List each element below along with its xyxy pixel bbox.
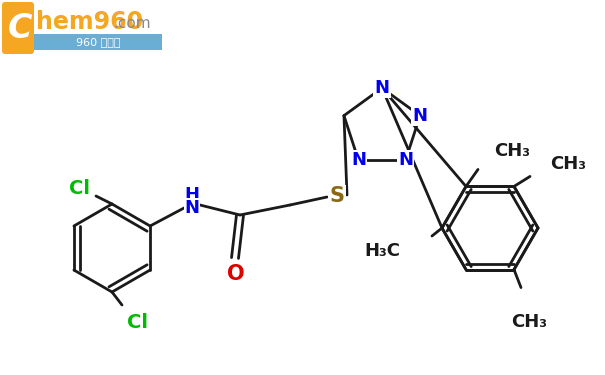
Text: N: N (398, 152, 413, 170)
Text: CH₃: CH₃ (550, 155, 586, 173)
Text: CH₃: CH₃ (511, 313, 547, 331)
Text: N: N (351, 152, 366, 170)
Text: Cl: Cl (126, 312, 148, 332)
Text: N: N (185, 199, 200, 217)
Text: O: O (227, 264, 245, 284)
Text: N: N (413, 106, 428, 124)
Text: CH₃: CH₃ (494, 142, 530, 160)
FancyBboxPatch shape (4, 4, 166, 56)
FancyBboxPatch shape (34, 34, 162, 50)
Text: S: S (330, 186, 344, 206)
Text: N: N (374, 79, 390, 97)
Text: .com: .com (113, 15, 151, 30)
Text: Cl: Cl (70, 178, 91, 198)
Text: hem960: hem960 (36, 10, 143, 34)
Text: 960 化工网: 960 化工网 (76, 37, 120, 47)
Text: H₃C: H₃C (364, 242, 400, 260)
Text: C: C (8, 12, 33, 45)
FancyBboxPatch shape (2, 2, 34, 54)
Text: H: H (185, 186, 200, 204)
